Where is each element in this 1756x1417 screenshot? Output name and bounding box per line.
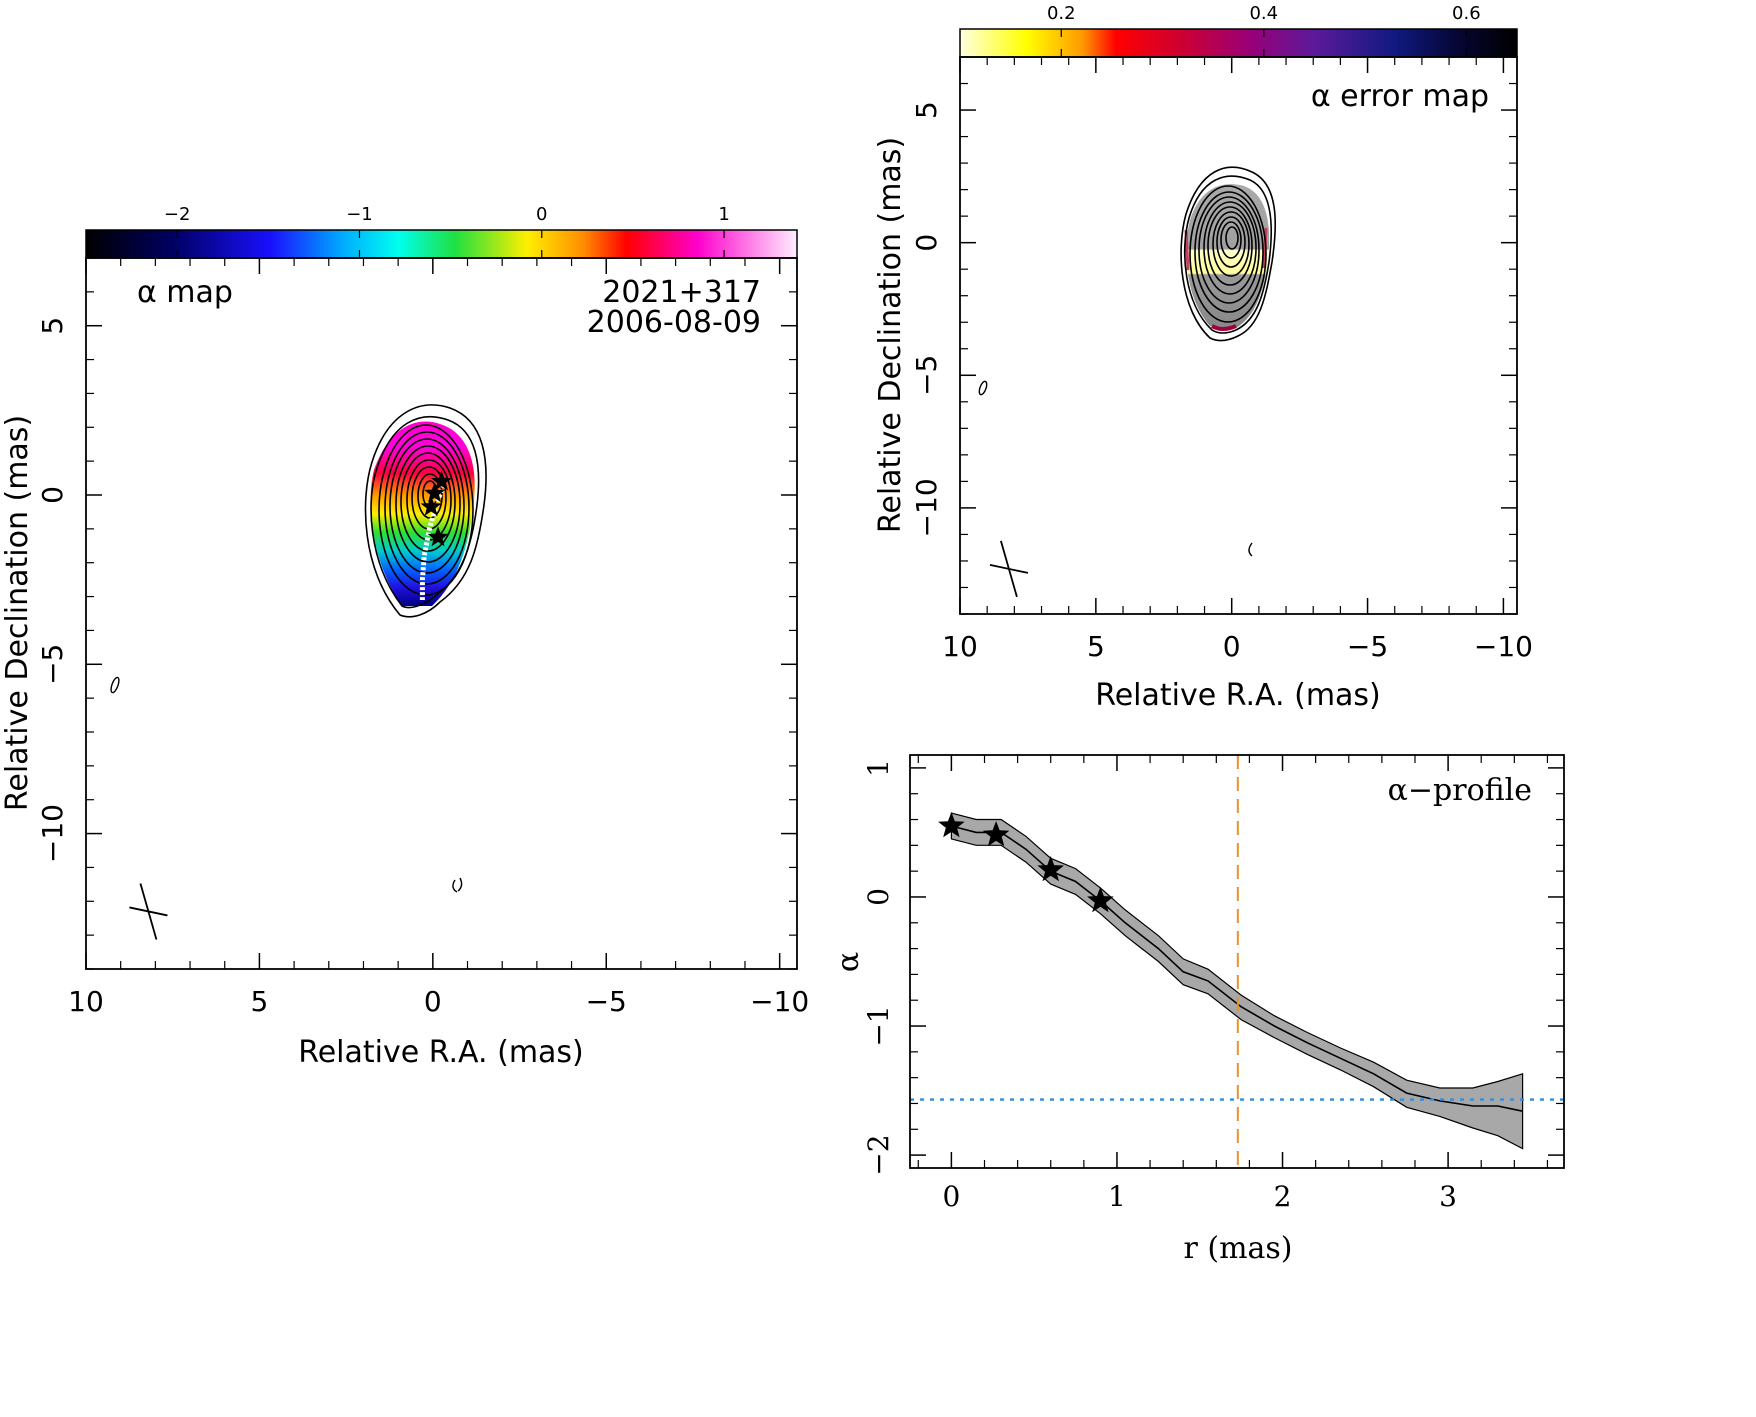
observation-date: 2006-08-09 <box>587 305 761 340</box>
alpha-map-xlabel: Relative R.A. (mas) <box>298 1035 584 1070</box>
alpha-map-star <box>420 495 442 516</box>
profile-xtick-label: 1 <box>1108 1180 1126 1213</box>
error-map-ylabel: Relative Declination (mas) <box>873 137 908 533</box>
error-map-label: α error map <box>1311 79 1489 114</box>
profile-axes: 0 1 2 3 1 0 −1 −2 <box>862 755 1564 1213</box>
profile-ytick-label: 1 <box>862 759 895 777</box>
stray-contour <box>1248 542 1253 557</box>
error-map-ytick-label: −5 <box>910 355 943 396</box>
error-map-xtick-label: 0 <box>1223 630 1241 663</box>
alpha-map-frame <box>85 257 798 970</box>
profile-xtick-label: 3 <box>1439 1180 1457 1213</box>
profile-xtick-label: 2 <box>1274 1180 1292 1213</box>
alpha-map-xtick-label: 10 <box>68 985 104 1018</box>
beam-cross <box>129 883 168 940</box>
beam-minor-axis <box>989 564 1029 574</box>
profile-ytick-label: −1 <box>862 1005 895 1046</box>
error-colorbar-ticks: 0.2 0.4 0.6 <box>1047 3 1481 57</box>
alpha-map-ytick-label: −10 <box>36 804 69 863</box>
error-map-xtick-label: 10 <box>942 630 978 663</box>
error-map-ytick-label: 5 <box>910 101 943 119</box>
stray-contour <box>110 676 120 694</box>
error-map-xtick-label: −5 <box>1347 630 1388 663</box>
alpha-error-map-panel: 0.2 0.4 0.6 10 5 0 −5 −10 5 0 −5 −10 <box>873 3 1533 713</box>
ridge-line <box>419 483 446 600</box>
alpha-map-image <box>364 404 487 618</box>
alpha-colorbar-ticks: −2 −1 0 1 <box>164 204 730 258</box>
alpha-map-ytick-label: 5 <box>36 317 69 335</box>
error-map-ytick-label: 0 <box>910 234 943 252</box>
stray-contour <box>452 877 463 893</box>
profile-ylabel: α <box>831 952 866 972</box>
alpha-map-axes: 10 5 0 −5 −10 5 0 −5 −10 <box>36 257 809 1018</box>
alpha-map-cb-tick-label: 0 <box>536 204 547 225</box>
alpha-map-star <box>424 482 445 503</box>
error-map-axes: 10 5 0 −5 −10 5 0 −5 −10 <box>910 56 1533 663</box>
error-map-xtick-label: −10 <box>1474 630 1533 663</box>
ridge-line-path <box>419 483 446 600</box>
beam-minor-axis <box>129 906 168 917</box>
alpha-map-xtick-label: −5 <box>586 985 627 1018</box>
error-colorbar <box>959 28 1518 58</box>
alpha-map-xtick-label: 5 <box>251 985 269 1018</box>
error-map-xlabel: Relative R.A. (mas) <box>1095 678 1381 713</box>
beam-cross <box>989 540 1029 598</box>
profile-xtick-label: 0 <box>942 1180 960 1213</box>
error-map-ytick-label: −10 <box>910 478 943 537</box>
profile-line <box>951 825 1523 1112</box>
alpha-profile-panel: 0 1 2 3 1 0 −1 −2 α−profile r (mas) α <box>831 754 1565 1266</box>
error-map-frame <box>959 56 1518 615</box>
profile-ytick-label: 0 <box>862 888 895 906</box>
alpha-map-cb-tick-label: −1 <box>346 204 373 225</box>
profile-ytick-label: −2 <box>862 1134 895 1175</box>
alpha-map-xtick-label: 0 <box>424 985 442 1018</box>
alpha-map-ytick-label: −5 <box>36 644 69 685</box>
alpha-map-cb-tick-label: 1 <box>718 204 729 225</box>
profile-label: α−profile <box>1388 773 1532 808</box>
alpha-profile-plot <box>910 755 1564 1168</box>
alpha-map-xtick-label: −10 <box>750 985 809 1018</box>
profile-xlabel: r (mas) <box>1183 1231 1292 1266</box>
alpha-colorbar <box>85 229 798 259</box>
profile-star <box>982 821 1010 847</box>
alpha-map-cb-tick-label: −2 <box>164 204 191 225</box>
error-map-cb-tick-label: 0.4 <box>1249 3 1278 24</box>
alpha-map-label: α map <box>137 275 233 310</box>
alpha-map-star <box>427 526 449 547</box>
error-map-cb-tick-label: 0.2 <box>1047 3 1076 24</box>
profile-frame <box>909 754 1565 1169</box>
source-name: 2021+317 <box>602 275 761 310</box>
profile-star <box>1087 886 1114 913</box>
error-map-xtick-label: 5 <box>1087 630 1105 663</box>
stray-contour <box>978 380 988 396</box>
profile-star <box>938 812 965 838</box>
error-map-image <box>1180 166 1277 342</box>
alpha-map-stars <box>420 470 452 547</box>
error-map-cb-tick-label: 0.6 <box>1452 3 1481 24</box>
alpha-map-ytick-label: 0 <box>36 486 69 504</box>
alpha-map-ylabel: Relative Declination (mas) <box>0 415 35 811</box>
alpha-map-star <box>431 470 452 491</box>
profile-star <box>1037 855 1064 882</box>
